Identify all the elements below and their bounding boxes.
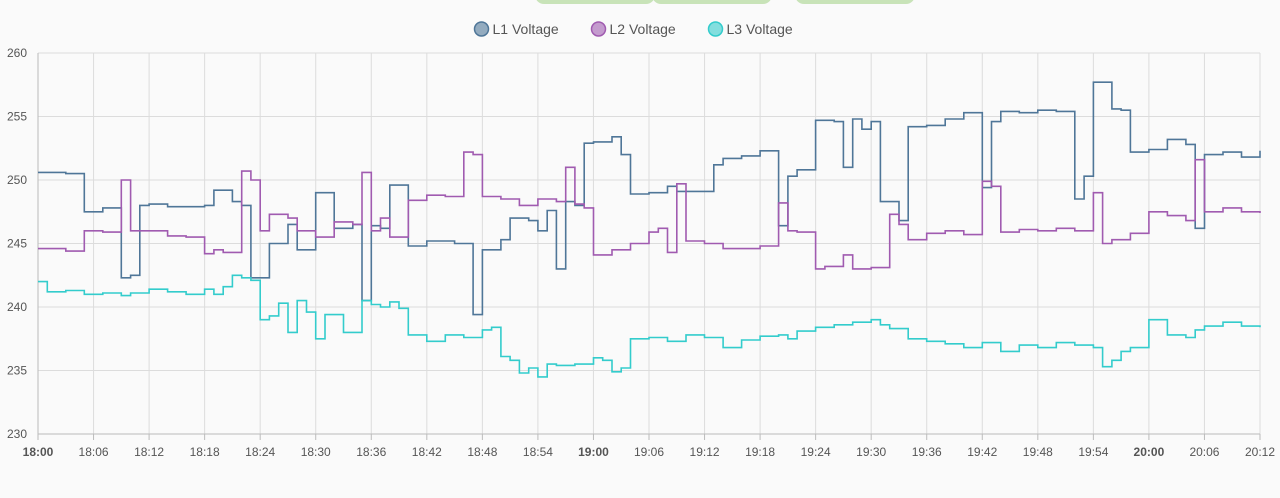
legend-label: L3 Voltage	[727, 21, 793, 37]
x-tick-label: 20:00	[1134, 445, 1165, 459]
legend-item-1[interactable]: L1 Voltage	[473, 21, 559, 37]
x-tick-label: 19:12	[690, 445, 720, 459]
x-tick-label: 18:54	[523, 445, 553, 459]
legend-item-3[interactable]: L3 Voltage	[707, 21, 793, 37]
legend-label: L2 Voltage	[610, 21, 676, 37]
x-tick-label: 18:18	[190, 445, 220, 459]
y-tick-label: 235	[7, 364, 27, 378]
x-tick-label: 19:18	[745, 445, 775, 459]
x-tick-label: 20:06	[1189, 445, 1219, 459]
x-tick-label: 19:36	[912, 445, 942, 459]
toolbar-button-1[interactable]	[535, 0, 655, 4]
legend-swatch	[590, 21, 607, 37]
x-tick-label: 19:24	[801, 445, 831, 459]
series-line-1	[38, 81, 1261, 316]
y-tick-label: 250	[7, 173, 27, 187]
legend-item-2[interactable]: L2 Voltage	[590, 21, 676, 37]
toolbar-button-3[interactable]	[795, 0, 915, 4]
y-tick-label: 230	[7, 427, 27, 441]
x-tick-label: 18:12	[134, 445, 164, 459]
x-tick-label: 18:24	[245, 445, 275, 459]
legend-label: L1 Voltage	[493, 21, 559, 37]
x-tick-label: 18:42	[412, 445, 442, 459]
x-tick-label: 18:36	[356, 445, 386, 459]
x-tick-label: 20:12	[1245, 445, 1275, 459]
y-axis: 230 235 240 245 250 255 260	[7, 46, 39, 441]
x-tick-label: 19:48	[1023, 445, 1053, 459]
legend-swatch	[473, 21, 490, 37]
x-tick-label: 19:54	[1078, 445, 1108, 459]
series-line-2	[38, 151, 1261, 270]
y-tick-label: 255	[7, 110, 27, 124]
chart-legend[interactable]: L1 Voltage L2 Voltage L3 Voltage	[473, 21, 793, 37]
x-axis: 18:00 18:06 18:12 18:18 18:24 18:30 18:36 18:42…	[23, 433, 1275, 459]
x-tick-label: 18:06	[79, 445, 109, 459]
x-tick-label: 18:30	[301, 445, 331, 459]
x-tick-label: 19:30	[856, 445, 886, 459]
y-tick-label: 245	[7, 237, 27, 251]
toolbar-button-2[interactable]	[652, 0, 772, 4]
y-tick-label: 260	[7, 46, 27, 60]
y-tick-label: 240	[7, 300, 27, 314]
series-line-3	[38, 274, 1261, 378]
x-tick-label: 18:48	[467, 445, 497, 459]
chart-series	[38, 81, 1261, 378]
x-tick-label: 19:42	[967, 445, 997, 459]
x-tick-label: 18:00	[23, 445, 54, 459]
x-tick-label: 19:06	[634, 445, 664, 459]
legend-swatch	[707, 21, 724, 37]
x-tick-label: 19:00	[578, 445, 609, 459]
